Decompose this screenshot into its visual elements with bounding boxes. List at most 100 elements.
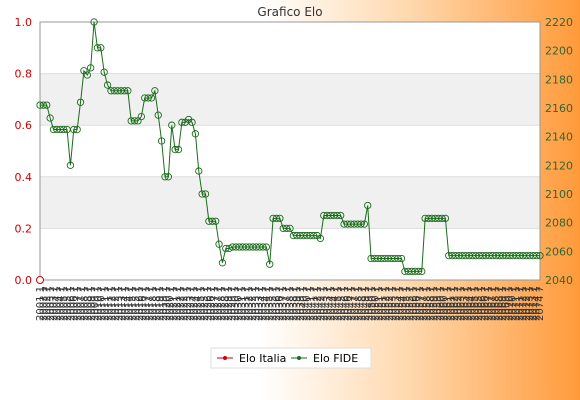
data-point-elo-fide bbox=[46, 114, 54, 122]
x-tick-label: 2072 1 bbox=[518, 286, 529, 321]
data-point-elo-fide bbox=[130, 117, 139, 125]
data-point-elo-fide bbox=[198, 190, 206, 198]
x-tick-label: 2044 7 bbox=[330, 286, 341, 321]
x-tick-label: 2045 1 bbox=[333, 286, 344, 321]
x-tick-label: 2021 7 bbox=[172, 286, 183, 321]
data-point-elo-fide bbox=[97, 44, 105, 52]
x-tick-label: 2043 1 bbox=[319, 286, 330, 321]
right-tick-label: 2040 bbox=[545, 274, 573, 287]
data-point-elo-fide bbox=[66, 161, 75, 169]
x-tick-label: 2010 1 bbox=[93, 286, 104, 321]
x-tick-label: 2018 7 bbox=[151, 286, 162, 321]
x-tick-label: 2053 7 bbox=[391, 286, 402, 321]
x-tick-label: 2042 1 bbox=[312, 286, 323, 321]
data-point-elo-fide bbox=[532, 251, 541, 260]
x-tick-label: 2022 1 bbox=[175, 286, 186, 321]
data-point-elo-fide bbox=[154, 111, 162, 119]
x-tick-label: 2067 1 bbox=[484, 286, 495, 321]
x-tick-label: 2014 7 bbox=[124, 286, 135, 321]
chart-title: Grafico Elo bbox=[257, 5, 322, 19]
x-tick-label: 2025 1 bbox=[196, 286, 207, 321]
x-tick-label: 2073 7 bbox=[528, 286, 539, 321]
x-tick-label: 2023 1 bbox=[182, 286, 193, 321]
x-tick-label: 2042 7 bbox=[316, 286, 327, 321]
legend: Elo Italia Elo FIDE bbox=[210, 347, 372, 369]
x-tick-label: 2069 7 bbox=[501, 286, 512, 321]
x-tick-label: 2017 7 bbox=[145, 286, 156, 321]
data-point-elo-fide bbox=[208, 217, 216, 225]
x-tick-label: 2045 7 bbox=[336, 286, 347, 321]
left-axis-ticks: 0.0 0.2 0.4 0.6 0.8 1.0 bbox=[15, 16, 33, 287]
x-tick-label: 2034 1 bbox=[258, 286, 269, 321]
data-point-elo-fide bbox=[262, 243, 271, 251]
right-tick-label: 2160 bbox=[545, 102, 573, 115]
x-tick-label: 2011 1 bbox=[100, 286, 111, 321]
x-tick-label: 2031 7 bbox=[241, 286, 252, 321]
plot-band bbox=[40, 22, 540, 74]
data-point-elo-fide bbox=[43, 101, 51, 109]
data-point-elo-fide bbox=[259, 243, 267, 251]
left-tick-label: 0.8 bbox=[15, 68, 33, 81]
data-point-elo-fide bbox=[266, 260, 274, 268]
x-tick-label: 2072 7 bbox=[521, 286, 532, 321]
x-tick-label: 2026 1 bbox=[203, 286, 214, 321]
x-tick-label: 2054 7 bbox=[398, 286, 409, 321]
data-point-elo-fide bbox=[337, 211, 345, 220]
data-point-elo-fide bbox=[215, 240, 223, 248]
data-point-elo-fide bbox=[39, 101, 48, 109]
legend-marker-elo-fide bbox=[297, 356, 301, 360]
data-point-elo-fide bbox=[161, 173, 169, 181]
x-tick-label: 2019 1 bbox=[155, 286, 166, 321]
x-tick-label: 2048 1 bbox=[354, 286, 365, 321]
legend-marker-elo-italia bbox=[223, 356, 227, 360]
x-tick-label: 2013 7 bbox=[117, 286, 128, 321]
right-tick-label: 2180 bbox=[545, 73, 573, 86]
x-tick-label: 2064 7 bbox=[467, 286, 478, 321]
x-tick-label: 2014 1 bbox=[121, 286, 132, 321]
left-tick-label: 0.2 bbox=[15, 222, 33, 235]
x-tick-label: 2061 7 bbox=[446, 286, 457, 321]
x-tick-label: 2062 7 bbox=[453, 286, 464, 321]
x-tick-label: 2008 7 bbox=[83, 286, 94, 321]
data-point-elo-fide bbox=[201, 190, 210, 198]
data-point-elo-fide bbox=[418, 267, 426, 276]
series-elo-italia bbox=[36, 276, 44, 284]
x-tick-label: 2061 1 bbox=[443, 286, 454, 321]
x-tick-label: 2037 7 bbox=[282, 286, 293, 321]
data-point-elo-fide bbox=[76, 98, 85, 106]
x-tick-label: 2041 1 bbox=[306, 286, 317, 321]
x-tick-label: 2016 7 bbox=[138, 286, 149, 321]
x-tick-label: 2074 1 bbox=[532, 286, 543, 321]
x-tick-label: 2030 7 bbox=[234, 286, 245, 321]
right-tick-label: 2140 bbox=[545, 131, 573, 144]
x-tick-label: 2028 1 bbox=[217, 286, 228, 321]
x-tick-label: 2022 7 bbox=[179, 286, 190, 321]
x-tick-label: 2039 7 bbox=[295, 286, 306, 321]
x-tick-label: 2056 1 bbox=[408, 286, 419, 321]
x-tick-label: 2010 7 bbox=[97, 286, 108, 321]
x-tick-label: 2050 1 bbox=[367, 286, 378, 321]
left-tick-label: 0.4 bbox=[15, 171, 33, 184]
plot-band bbox=[40, 125, 540, 177]
data-point-elo-fide bbox=[124, 87, 132, 95]
x-tick-label: 2021 1 bbox=[169, 286, 180, 321]
data-point-elo-fide bbox=[225, 244, 233, 253]
x-tick-label: 2054 1 bbox=[395, 286, 406, 321]
x-tick-label: 2019 7 bbox=[158, 286, 169, 321]
plot-band bbox=[40, 73, 540, 126]
legend-label-elo-fide: Elo FIDE bbox=[313, 352, 358, 365]
x-tick-label: 2068 7 bbox=[494, 286, 505, 321]
x-tick-label: 2024 7 bbox=[193, 286, 204, 321]
series-elo-fide bbox=[36, 18, 544, 276]
data-point-elo-fide bbox=[87, 64, 95, 72]
x-tick-label: 2013 1 bbox=[114, 286, 125, 321]
x-tick-label: 2005 1 bbox=[59, 286, 70, 321]
x-tick-label: 2031 1 bbox=[237, 286, 248, 321]
x-tick-label: 2002 7 bbox=[42, 286, 53, 321]
x-tick-label: 2066 1 bbox=[477, 286, 488, 321]
data-point-elo-fide bbox=[360, 220, 368, 228]
x-tick-label: 2040 1 bbox=[299, 286, 310, 321]
